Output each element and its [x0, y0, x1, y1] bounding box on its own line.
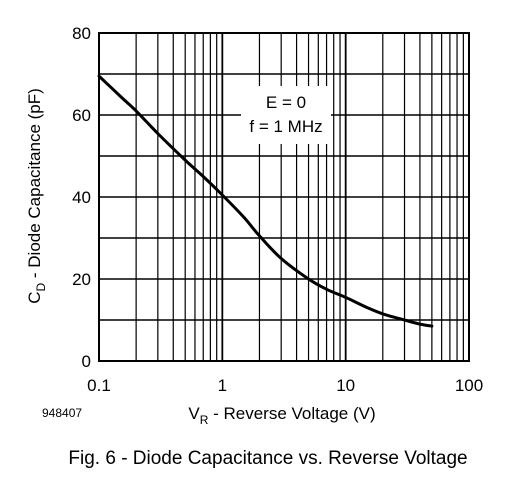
tick-labels: 0 20 40 60 80 0.1 1 10 100: [72, 24, 483, 395]
x-tick-label: 0.1: [87, 376, 111, 395]
figure-id: 948407: [42, 406, 82, 420]
y-tick-label: 60: [72, 106, 91, 125]
x-tick-label: 100: [455, 376, 483, 395]
series-line: [97, 74, 434, 328]
y-tick-label: 80: [72, 24, 91, 43]
x-tick-label: 10: [336, 376, 355, 395]
y-tick-label: 0: [82, 352, 91, 371]
grid: [99, 33, 469, 361]
y-tick-label: 20: [72, 270, 91, 289]
y-axis-label: CD - Diode Capacitance (pF): [25, 88, 48, 304]
y-axis-label-sub: D: [34, 283, 48, 292]
annotation-text: f = 1 MHz: [249, 117, 322, 136]
annotation-box: E = 0 f = 1 MHz: [241, 86, 331, 144]
x-axis-label: VR - Reverse Voltage (V): [188, 404, 375, 427]
x-axis-label-main: V: [188, 404, 200, 423]
x-axis-label-sub: R: [200, 413, 209, 427]
annotation-background: [241, 86, 331, 144]
figure-caption: Fig. 6 - Diode Capacitance vs. Reverse V…: [68, 448, 467, 469]
plot-frame: [98, 32, 470, 362]
y-tick-label: 40: [72, 188, 91, 207]
annotation-text: E = 0: [266, 93, 306, 112]
y-axis-label-main: C: [25, 292, 44, 304]
x-axis-label-rest: - Reverse Voltage (V): [208, 404, 375, 423]
y-axis-label-rest: - Diode Capacitance (pF): [25, 88, 44, 283]
x-tick-label: 1: [218, 376, 227, 395]
